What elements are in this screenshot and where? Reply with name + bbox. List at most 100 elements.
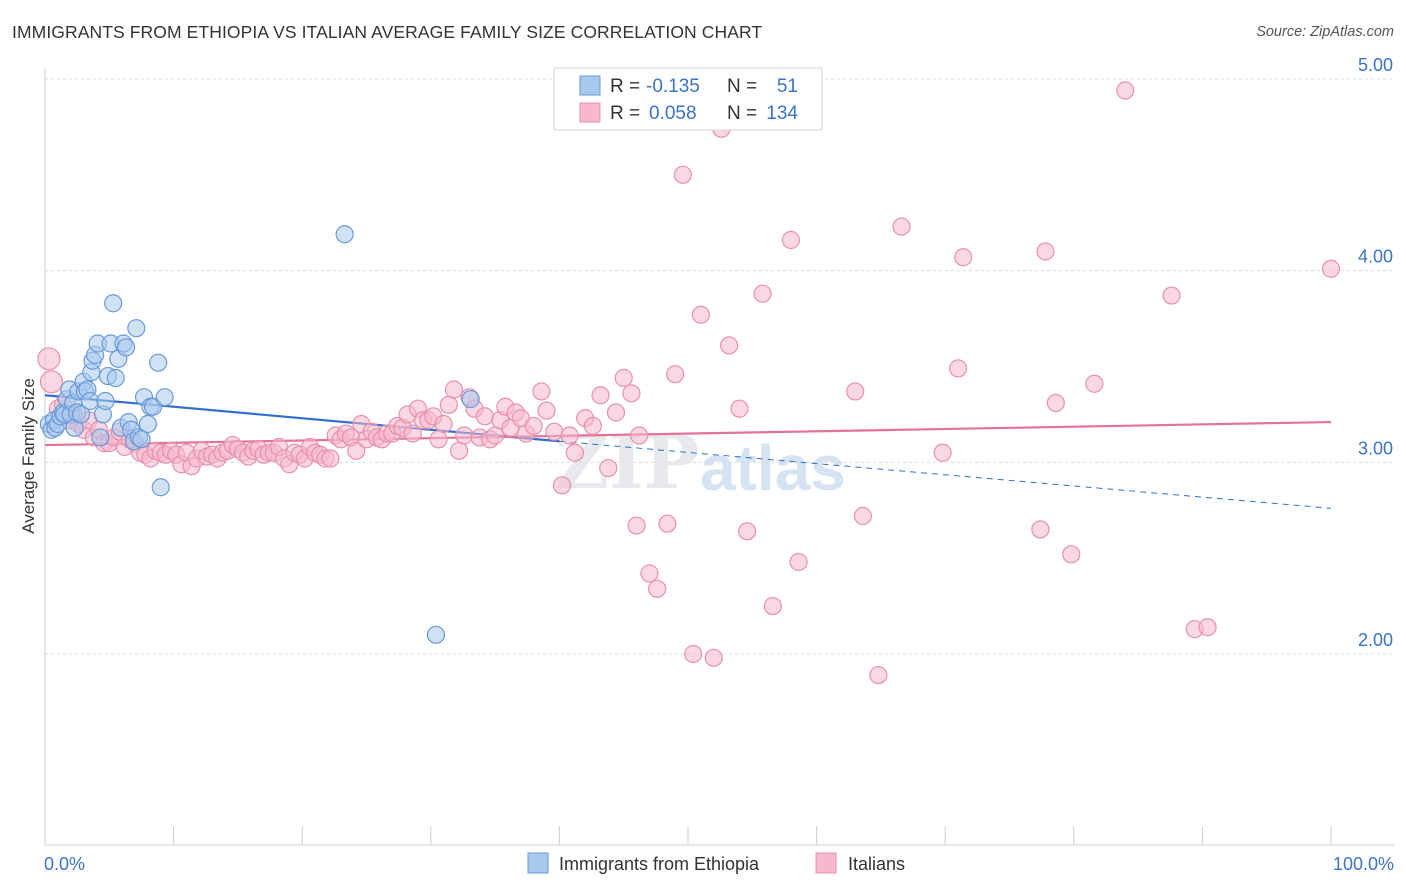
italians-point xyxy=(449,441,469,460)
legend-n-label-2: N = xyxy=(727,103,757,124)
italians-point xyxy=(347,441,366,460)
ethiopia-point xyxy=(335,225,354,244)
italians-point xyxy=(1046,393,1065,413)
italians-point xyxy=(789,552,808,572)
italians-point xyxy=(486,426,505,445)
italians-point xyxy=(666,365,685,384)
italians-point xyxy=(1162,286,1181,305)
ethiopia-point xyxy=(106,368,125,388)
watermark: ZIP atlas xyxy=(555,420,846,506)
ethiopia-point xyxy=(71,405,91,424)
italians-point xyxy=(640,564,659,583)
italians-point xyxy=(321,449,340,468)
ethiopia-point xyxy=(127,319,146,338)
legend-r-value-2: 0.058 xyxy=(649,103,697,124)
italians-point xyxy=(403,424,422,443)
ethiopia-point xyxy=(96,391,115,411)
y-tick-label: 5.00 xyxy=(1358,55,1393,75)
grid-lines xyxy=(45,78,1395,655)
ethiopia-point xyxy=(80,391,100,411)
x-tick-label: 100.0% xyxy=(1333,854,1394,874)
italians-point xyxy=(455,426,474,445)
legend-swatch-blue xyxy=(579,75,601,96)
series-swatch-ethiopia xyxy=(527,852,549,874)
italians-point xyxy=(648,579,667,598)
italians-point xyxy=(560,426,579,445)
ethiopia-point xyxy=(104,294,123,313)
italians-point xyxy=(933,443,952,462)
legend-r-value-1: -0.135 xyxy=(646,76,700,97)
italians-point xyxy=(591,386,610,405)
italians-point xyxy=(1031,520,1050,539)
ethiopia-point xyxy=(116,338,136,357)
italians-point xyxy=(853,506,872,526)
italians-point xyxy=(720,336,739,355)
source-label: Source: ZipAtlas.com xyxy=(1256,24,1394,40)
italians-point xyxy=(599,458,618,478)
italians-point xyxy=(730,399,749,418)
italians-point xyxy=(738,522,757,541)
legend-n-value-1: 51 xyxy=(777,76,798,97)
legend-r-label-1: R = xyxy=(610,76,640,97)
italians-point xyxy=(475,407,494,426)
italians-point xyxy=(691,305,710,324)
italians-point xyxy=(658,514,677,533)
italians-point xyxy=(948,359,968,378)
y-tick-label: 2.00 xyxy=(1358,630,1393,650)
x-tick-label: 0.0% xyxy=(44,854,85,874)
italians-point xyxy=(39,370,64,394)
legend-n-value-2: 134 xyxy=(766,103,798,124)
ethiopia-point xyxy=(149,353,168,372)
ethiopia-point xyxy=(132,430,151,449)
italians-point xyxy=(630,426,649,445)
italians-point xyxy=(1062,545,1081,564)
series-label-ethiopia: Immigrants from Ethiopia xyxy=(559,854,760,874)
series-label-italians: Italians xyxy=(848,854,905,874)
italians-point xyxy=(954,248,973,267)
stats-legend: R = -0.135 N = 51 R = 0.058 N = 134 xyxy=(553,67,823,131)
italians-point xyxy=(439,395,458,414)
italians-point xyxy=(627,516,646,535)
italians-point xyxy=(781,230,800,250)
legend-swatch-pink xyxy=(579,102,601,123)
y-axis-title: Average Family Size xyxy=(19,378,38,534)
ethiopia-point xyxy=(461,389,480,409)
italians-point xyxy=(1036,242,1055,261)
italians-point xyxy=(1198,618,1217,637)
ethiopia-point xyxy=(155,388,174,407)
italians-point xyxy=(545,422,564,441)
axes xyxy=(44,68,1395,846)
italians-point xyxy=(444,380,464,399)
italians-point xyxy=(524,416,543,436)
italians-point xyxy=(673,165,692,184)
legend-r-label-2: R = xyxy=(610,103,640,124)
x-tick-labels: 0.0% 100.0% xyxy=(44,854,1394,874)
italians-point xyxy=(583,416,602,436)
y-tick-label: 3.00 xyxy=(1358,438,1393,458)
italians-point xyxy=(1116,81,1135,100)
italians-point xyxy=(892,217,911,236)
series-legend: Immigrants from Ethiopia Italians xyxy=(527,852,905,874)
ethiopia-point xyxy=(91,428,110,447)
italians-point xyxy=(704,648,723,667)
italians-point xyxy=(532,382,551,401)
italians-point xyxy=(434,414,453,434)
italians-point xyxy=(537,401,556,420)
italians-point xyxy=(606,403,626,422)
italians-point xyxy=(622,384,641,403)
italians-point xyxy=(37,347,61,371)
italians-point xyxy=(763,596,782,616)
italians-point xyxy=(1085,374,1104,393)
ethiopia-point xyxy=(151,478,170,497)
italians-point xyxy=(846,382,865,401)
italians-point xyxy=(1321,259,1341,278)
ethiopia-trend-extension xyxy=(559,440,1332,509)
italians-point xyxy=(753,284,772,303)
italians-point xyxy=(684,644,703,664)
italians-point xyxy=(565,443,584,462)
italians-point xyxy=(552,476,572,495)
italians-point xyxy=(614,368,633,388)
y-tick-labels: 2.00 3.00 4.00 5.00 xyxy=(1358,55,1393,650)
watermark-atlas: atlas xyxy=(700,432,846,504)
